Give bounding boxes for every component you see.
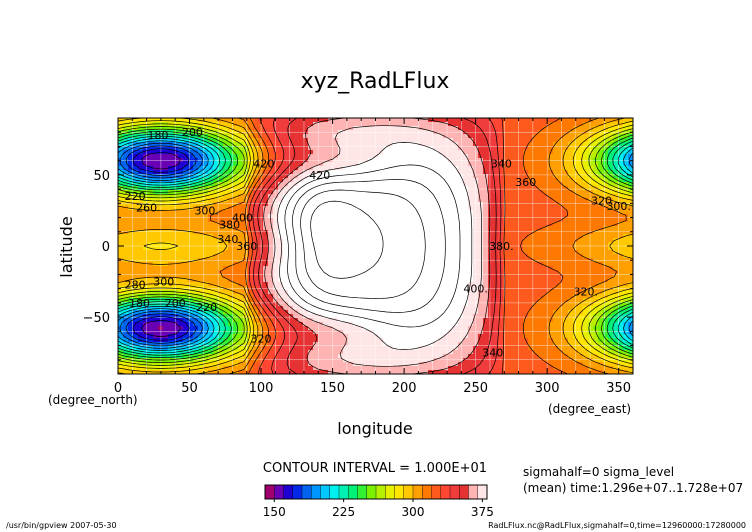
- colorbar-swatch: [403, 484, 414, 500]
- colorbar-swatch: [422, 484, 433, 500]
- colorbar-swatch: [468, 484, 479, 500]
- colorbar-swatch: [412, 484, 423, 500]
- contour-label: 420: [309, 169, 330, 182]
- x-axis: 0 50 100 150 200 250 300 350: [114, 118, 634, 396]
- colorbar-swatch: [311, 484, 322, 500]
- contour-label: 400.: [463, 283, 488, 296]
- x-unit-label: (degree_east): [548, 402, 631, 416]
- colorbar-ticks: 150 225 300 375: [263, 499, 494, 519]
- colorbar-swatch: [283, 484, 294, 500]
- x-tick-label: 250: [463, 381, 488, 396]
- colorbar-swatch: [274, 484, 285, 500]
- colorbar-tick-label: 225: [332, 505, 355, 519]
- footer-right: RadLFlux.nc@RadLFlux,sigmahalf=0,time=12…: [488, 521, 746, 530]
- colorbar-swatch: [449, 484, 460, 500]
- x-tick-label: 50: [181, 381, 198, 396]
- contour-label: 360: [236, 240, 257, 253]
- x-tick-label: 150: [320, 381, 345, 396]
- contour-path: [118, 118, 633, 374]
- contour-label: 360: [515, 176, 536, 189]
- contour-label: 300.: [194, 204, 219, 217]
- contour-label: 320: [591, 194, 612, 207]
- colorbar-swatch: [338, 484, 349, 500]
- y-tick-label: 50: [93, 169, 110, 184]
- colorbar-swatch: [459, 484, 470, 500]
- contour-label: 340.: [217, 233, 242, 246]
- colorbar-swatch: [477, 484, 488, 500]
- colorbar-tick-label: 150: [263, 505, 286, 519]
- contour-label: 180: [148, 129, 169, 142]
- contour-label: 300.: [606, 200, 631, 213]
- contour-label: 200: [182, 126, 203, 139]
- colorbar-swatch: [348, 484, 359, 500]
- chart-title: xyz_RadLFlux: [301, 69, 450, 94]
- colorbar-swatch: [431, 484, 442, 500]
- x-tick-label: 350: [606, 381, 631, 396]
- contour-label: 400: [232, 212, 253, 225]
- colorbar-tick-label: 375: [471, 505, 494, 519]
- contour-label: 380: [219, 219, 240, 232]
- colorbar-swatch: [357, 484, 368, 500]
- x-tick-label: 300: [535, 381, 560, 396]
- colorbar-tick-label: 300: [402, 505, 425, 519]
- contour-label: 320: [251, 332, 272, 345]
- x-tick-label: 100: [249, 381, 274, 396]
- contour-label: 200: [165, 297, 186, 310]
- colorbar-swatch: [329, 484, 340, 500]
- contour-label: 300: [153, 276, 174, 289]
- colorbar-swatch: [394, 484, 405, 500]
- contour-interval-text: CONTOUR INTERVAL = 1.000E+01: [263, 461, 487, 476]
- contour-label: 180: [129, 297, 150, 310]
- contour-label: 220: [196, 301, 217, 314]
- contour-label: 340: [491, 158, 512, 171]
- x-axis-label: longitude: [337, 419, 412, 438]
- y-unit-label: (degree_north): [48, 393, 138, 407]
- contour-label: 320.: [574, 286, 599, 299]
- colorbar-swatch: [292, 484, 303, 500]
- colorbar-swatch: [385, 484, 396, 500]
- y-tick-label: 0: [102, 240, 110, 255]
- contour-label: 220: [125, 190, 146, 203]
- footer-left: /usr/bin/gpview 2007-05-30: [6, 521, 117, 530]
- x-tick-label: 200: [392, 381, 417, 396]
- contour-label: 340: [482, 347, 503, 360]
- colorbar-swatch: [375, 484, 386, 500]
- x-tick-label: 0: [114, 381, 122, 396]
- y-tick-label: −50: [83, 311, 110, 326]
- y-axis: −50 0 50: [83, 117, 633, 375]
- colorbar-swatch: [301, 484, 312, 500]
- colorbar-swatch: [264, 484, 275, 500]
- y-axis-label: latitude: [57, 216, 76, 277]
- contour-label: 280: [125, 278, 146, 291]
- colorbar-swatch: [366, 484, 377, 500]
- colorbar: [264, 484, 488, 500]
- colorbar-swatch: [440, 484, 451, 500]
- side-info-line-1: sigmahalf=0 sigma_level: [523, 465, 674, 479]
- contour-label: 260: [136, 202, 157, 215]
- contour-label: 380.: [489, 240, 514, 253]
- side-info-line-2: (mean) time:1.296e+07..1.728e+07: [523, 481, 743, 495]
- colorbar-swatch: [320, 484, 331, 500]
- grid-lines: [118, 118, 633, 374]
- colorbar-frame: [264, 484, 488, 500]
- contour-label: 420: [253, 158, 274, 171]
- contour-lines: [118, 118, 633, 374]
